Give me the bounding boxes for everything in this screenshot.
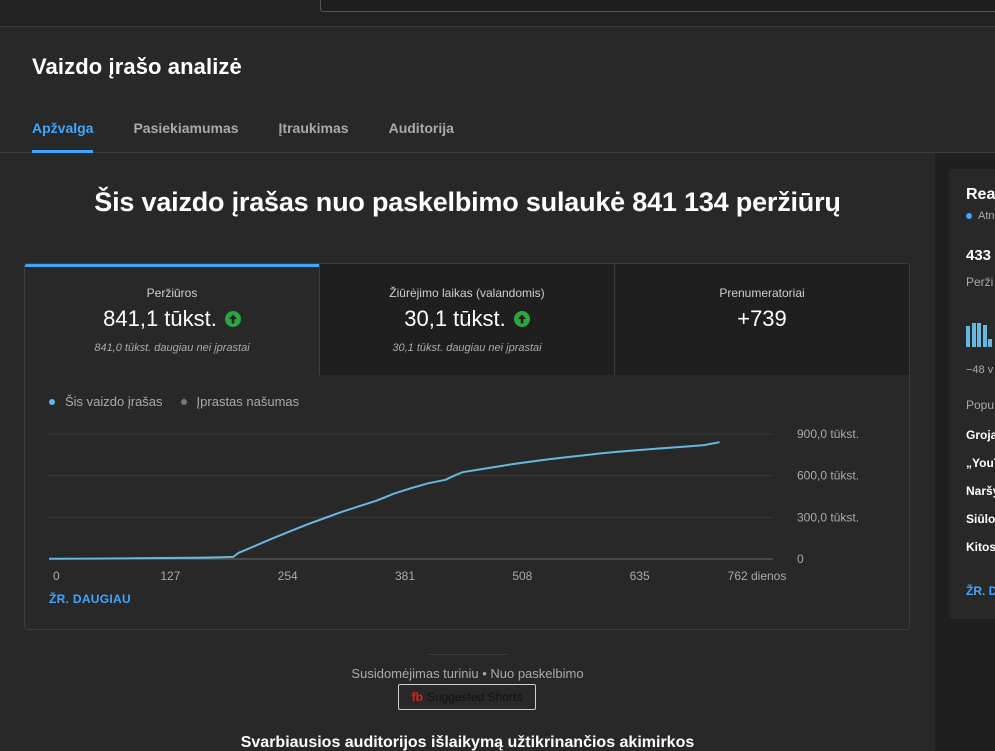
- y-tick-label: 600,0 tūkst.: [797, 469, 859, 483]
- series-line-this-video[interactable]: [48, 441, 720, 560]
- x-tick-label: 381: [395, 569, 415, 583]
- metric-comparison: 841,0 tūkst. daugiau nei įprastai: [94, 342, 250, 354]
- metric-tabs: Peržiūros 841,1 tūkst. 841,0 tūkst. daug…: [25, 264, 909, 375]
- views-line-chart[interactable]: 0 300,0 tūkst. 600,0 tūkst. 900,0 tūkst. 0 12…: [25, 414, 909, 584]
- divider: [428, 654, 508, 655]
- tab-bar: Apžvalga Pasiekiamumas Įtraukimas Audito…: [32, 120, 494, 153]
- legend-dot: [49, 398, 55, 405]
- metrics-card: Peržiūros 841,1 tūkst. 841,0 tūkst. daug…: [24, 263, 910, 630]
- realtime-status: Atn: [966, 210, 995, 222]
- metric-value: 30,1 tūkst.: [404, 306, 506, 331]
- metric-comparison: 30,1 tūkst. daugiau nei įprastai: [392, 342, 542, 354]
- realtime-bar[interactable]: [966, 326, 970, 347]
- top-bar: [0, 0, 995, 27]
- realtime-bar[interactable]: [988, 338, 992, 347]
- realtime-axis-label: −48 v: [966, 364, 994, 376]
- metric-subscribers[interactable]: Prenumeratoriai +739: [614, 264, 909, 375]
- metric-label: Prenumeratoriai: [719, 286, 805, 300]
- page-header: Vaizdo įrašo analizė Apžvalga Pasiekiamu…: [0, 28, 995, 153]
- legend-label: Šis vaizdo įrašas: [65, 394, 163, 409]
- realtime-value: 433: [966, 247, 992, 264]
- y-tick-label: 0: [797, 552, 804, 566]
- legend-label: Įprastas našumas: [196, 394, 300, 409]
- metric-value-row: 30,1 tūkst.: [320, 306, 614, 332]
- headline: Šis vaizdo įrašas nuo paskelbimo sulaukė…: [94, 187, 841, 217]
- traffic-source-item: Siūlo: [966, 512, 995, 526]
- x-tick-label: 0: [53, 569, 60, 583]
- tab-overview[interactable]: Apžvalga: [32, 120, 94, 153]
- realtime-value-label: Perži: [966, 275, 994, 289]
- metric-value-row: +739: [615, 306, 909, 332]
- legend-dot: [180, 398, 187, 405]
- realtime-see-more-link[interactable]: ŽR. D: [966, 584, 995, 598]
- popular-sources-label: Popu: [966, 398, 995, 412]
- traffic-source-item: „YouT: [966, 456, 995, 470]
- y-tick-label: 900,0 tūkst.: [797, 427, 859, 441]
- x-tick-label: 127: [160, 569, 180, 583]
- see-more-link[interactable]: ŽR. DAUGIAU: [49, 592, 131, 606]
- realtime-bar[interactable]: [971, 323, 976, 347]
- metric-label: Žiūrėjimo laikas (valandomis): [389, 286, 545, 300]
- chart-legend: Šis vaizdo įrašas Įprastas našumas: [49, 394, 317, 409]
- chip-label: Suggested Shorts: [426, 690, 523, 704]
- tab-engagement[interactable]: Įtraukimas: [278, 120, 349, 136]
- page-title: Vaizdo įrašo analizė: [32, 54, 242, 79]
- fb-logo-icon: fb: [411, 690, 423, 704]
- metric-views[interactable]: Peržiūros 841,1 tūkst. 841,0 tūkst. daug…: [25, 264, 319, 375]
- x-tick-label: 508: [512, 569, 532, 583]
- realtime-bar[interactable]: [982, 325, 987, 347]
- live-dot-icon: [966, 213, 972, 219]
- x-tick-label: 254: [278, 569, 298, 583]
- arrow-up-icon: [224, 311, 241, 327]
- traffic-source-item: Naršy: [966, 484, 995, 498]
- traffic-source-item: Kitos: [966, 540, 995, 554]
- engagement-label: Susidomėjimas turiniu • Nuo paskelbimo: [351, 666, 584, 681]
- y-tick-label: 300,0 tūkst.: [797, 510, 859, 524]
- realtime-card: Rea Atn 433 Perži −48 v Popu Groja „YouT…: [949, 169, 995, 619]
- search-input[interactable]: [320, 0, 995, 12]
- metric-value: 841,1 tūkst.: [103, 306, 217, 331]
- metric-value-row: 841,1 tūkst.: [25, 306, 319, 332]
- realtime-status-label: Atn: [978, 210, 995, 222]
- metric-watch-time[interactable]: Žiūrėjimo laikas (valandomis) 30,1 tūkst…: [319, 264, 614, 375]
- legend-typical[interactable]: Įprastas našumas: [180, 394, 300, 409]
- realtime-title: Rea: [966, 186, 995, 203]
- arrow-up-icon: [513, 311, 530, 327]
- traffic-source-item: Groja: [966, 428, 995, 442]
- x-tick-label: 635: [630, 569, 650, 583]
- suggested-shorts-chip[interactable]: fb Suggested Shorts: [398, 684, 536, 710]
- section-title: Svarbiausios auditorijos išlaikymą užtik…: [240, 734, 695, 751]
- legend-this-video[interactable]: Šis vaizdo įrašas: [49, 394, 163, 409]
- realtime-bar[interactable]: [977, 323, 981, 347]
- metric-value: +739: [737, 306, 787, 331]
- tab-audience[interactable]: Auditorija: [388, 120, 454, 136]
- main-content: Šis vaizdo įrašas nuo paskelbimo sulaukė…: [0, 153, 935, 751]
- realtime-bar-chart[interactable]: [966, 319, 994, 347]
- x-tick-label: 762 dienos: [728, 569, 787, 583]
- metric-label: Peržiūros: [146, 286, 198, 300]
- tab-reach[interactable]: Pasiekiamumas: [133, 120, 239, 136]
